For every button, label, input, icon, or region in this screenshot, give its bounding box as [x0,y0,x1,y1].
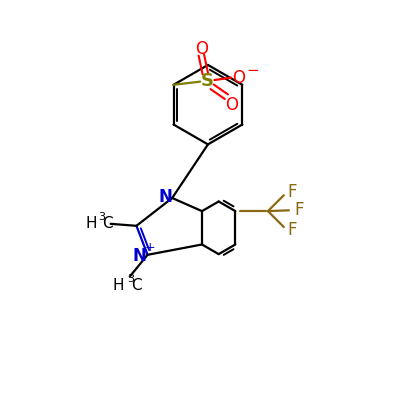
Text: C: C [131,278,142,292]
Text: +: + [144,241,155,254]
Text: N: N [133,247,146,265]
Text: −: − [247,63,259,78]
Text: O: O [195,40,208,58]
Text: C: C [102,216,113,231]
Text: N: N [158,188,172,206]
Text: F: F [294,201,304,219]
Text: S: S [201,72,214,90]
Text: H: H [85,216,97,231]
Text: F: F [287,183,296,201]
Text: H: H [112,278,124,293]
Text: O: O [225,96,238,114]
Text: 3: 3 [98,212,105,222]
Text: F: F [287,221,296,239]
Text: 3: 3 [127,274,134,284]
Text: O: O [232,69,246,87]
